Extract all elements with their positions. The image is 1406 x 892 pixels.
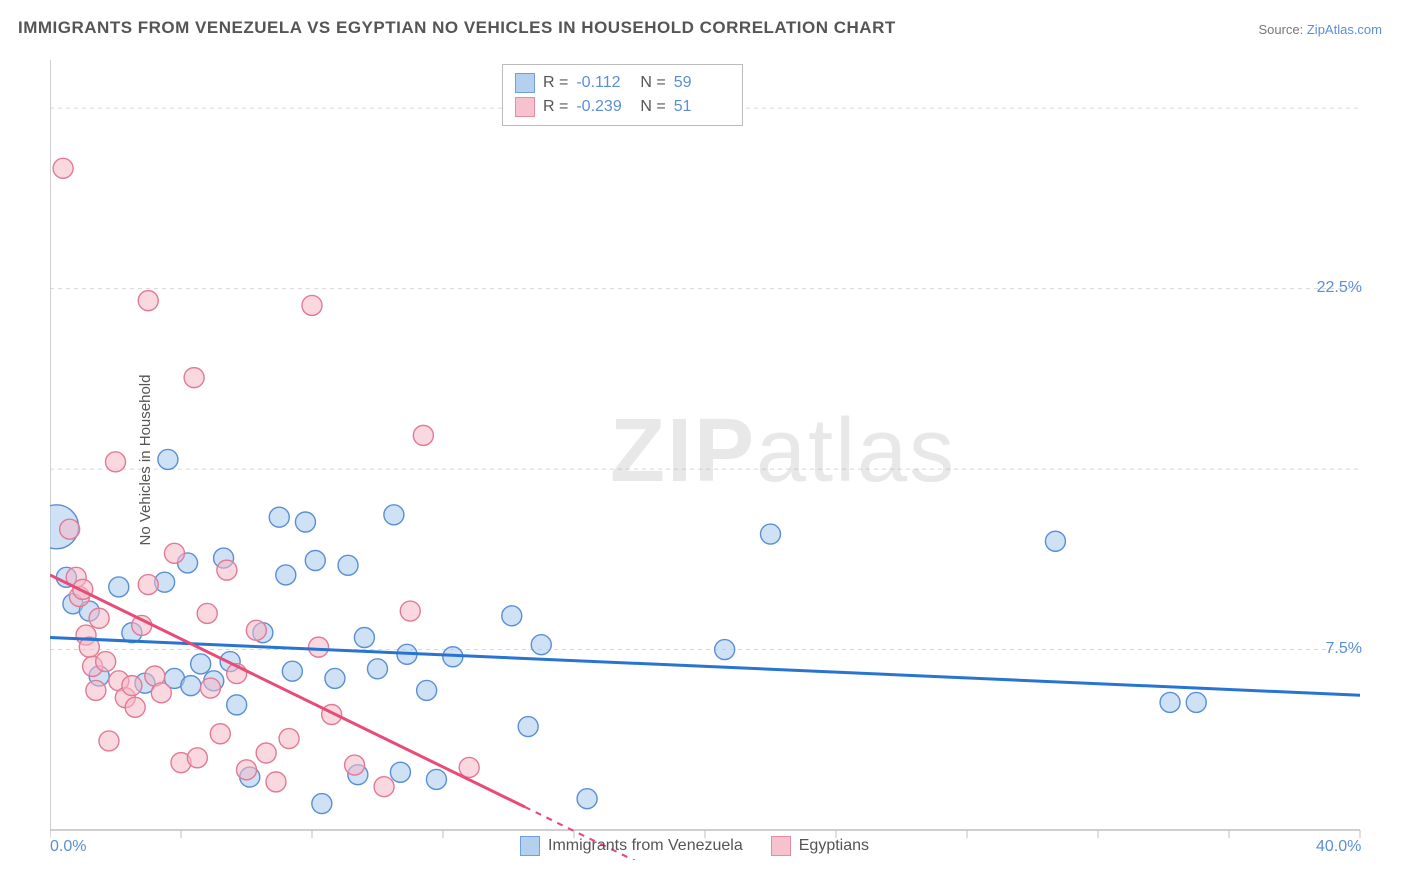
source-label: Source: bbox=[1258, 22, 1306, 37]
data-point bbox=[109, 577, 129, 597]
data-point bbox=[256, 743, 276, 763]
data-point bbox=[309, 637, 329, 657]
data-point bbox=[237, 760, 257, 780]
chart-container: No Vehicles in Household ZIPatlas R =-0.… bbox=[50, 60, 1380, 860]
data-point bbox=[374, 777, 394, 797]
data-point bbox=[53, 158, 73, 178]
r-label: R = bbox=[543, 98, 568, 116]
data-point bbox=[151, 683, 171, 703]
data-point bbox=[1186, 692, 1206, 712]
n-value: 51 bbox=[674, 98, 730, 116]
source-link[interactable]: ZipAtlas.com bbox=[1307, 22, 1382, 37]
data-point bbox=[338, 555, 358, 575]
legend-swatch bbox=[771, 836, 791, 856]
source-credit: Source: ZipAtlas.com bbox=[1258, 22, 1382, 37]
data-point bbox=[99, 731, 119, 751]
data-point bbox=[200, 678, 220, 698]
data-point bbox=[325, 668, 345, 688]
data-point bbox=[125, 697, 145, 717]
r-value: -0.112 bbox=[576, 74, 632, 92]
data-point bbox=[577, 789, 597, 809]
data-point bbox=[390, 762, 410, 782]
data-point bbox=[1045, 531, 1065, 551]
data-point bbox=[295, 512, 315, 532]
data-point bbox=[89, 608, 109, 628]
data-point bbox=[518, 717, 538, 737]
data-point bbox=[1160, 692, 1180, 712]
data-point bbox=[86, 680, 106, 700]
x-tick-label: 0.0% bbox=[50, 838, 86, 856]
data-point bbox=[761, 524, 781, 544]
r-label: R = bbox=[543, 74, 568, 92]
data-point bbox=[246, 620, 266, 640]
scatter-chart bbox=[50, 60, 1380, 860]
n-label: N = bbox=[640, 98, 665, 116]
data-point bbox=[502, 606, 522, 626]
n-value: 59 bbox=[674, 74, 730, 92]
stats-row: R = -0.239 N = 51 bbox=[515, 95, 730, 119]
data-point bbox=[400, 601, 420, 621]
n-label: N = bbox=[640, 74, 665, 92]
y-tick-label: 7.5% bbox=[1326, 640, 1362, 658]
stats-row: R = -0.112 N = 59 bbox=[515, 71, 730, 95]
data-point bbox=[368, 659, 388, 679]
data-point bbox=[266, 772, 286, 792]
legend-item: Egyptians bbox=[771, 836, 869, 856]
data-point bbox=[345, 755, 365, 775]
data-point bbox=[138, 575, 158, 595]
data-point bbox=[312, 794, 332, 814]
y-axis-label: No Vehicles in Household bbox=[137, 375, 154, 546]
data-point bbox=[181, 676, 201, 696]
data-point bbox=[96, 652, 116, 672]
data-point bbox=[217, 560, 237, 580]
data-point bbox=[184, 368, 204, 388]
data-point bbox=[164, 543, 184, 563]
y-tick-label: 22.5% bbox=[1317, 279, 1362, 297]
x-tick-label: 40.0% bbox=[1316, 838, 1361, 856]
data-point bbox=[210, 724, 230, 744]
data-point bbox=[106, 452, 126, 472]
data-point bbox=[191, 654, 211, 674]
legend-label: Immigrants from Venezuela bbox=[548, 837, 743, 855]
series-swatch bbox=[515, 73, 535, 93]
r-value: -0.239 bbox=[576, 98, 632, 116]
data-point bbox=[227, 695, 247, 715]
data-point bbox=[276, 565, 296, 585]
data-point bbox=[459, 757, 479, 777]
data-point bbox=[354, 628, 374, 648]
data-point bbox=[302, 295, 322, 315]
data-point bbox=[426, 769, 446, 789]
legend-item: Immigrants from Venezuela bbox=[520, 836, 743, 856]
legend-swatch bbox=[520, 836, 540, 856]
data-point bbox=[305, 551, 325, 571]
data-point bbox=[122, 676, 142, 696]
legend-label: Egyptians bbox=[799, 837, 869, 855]
data-point bbox=[531, 635, 551, 655]
data-point bbox=[384, 505, 404, 525]
data-point bbox=[187, 748, 207, 768]
data-point bbox=[417, 680, 437, 700]
data-point bbox=[279, 729, 299, 749]
stats-legend-box: R = -0.112 N = 59 R = -0.239 N = 51 bbox=[502, 64, 743, 126]
data-point bbox=[282, 661, 302, 681]
series-swatch bbox=[515, 97, 535, 117]
data-point bbox=[138, 291, 158, 311]
data-point bbox=[60, 519, 80, 539]
data-point bbox=[413, 425, 433, 445]
data-point bbox=[197, 603, 217, 623]
page-title: IMMIGRANTS FROM VENEZUELA VS EGYPTIAN NO… bbox=[18, 18, 896, 38]
data-point bbox=[269, 507, 289, 527]
data-point bbox=[715, 640, 735, 660]
bottom-legend: Immigrants from Venezuela Egyptians bbox=[520, 836, 869, 856]
data-point bbox=[158, 449, 178, 469]
